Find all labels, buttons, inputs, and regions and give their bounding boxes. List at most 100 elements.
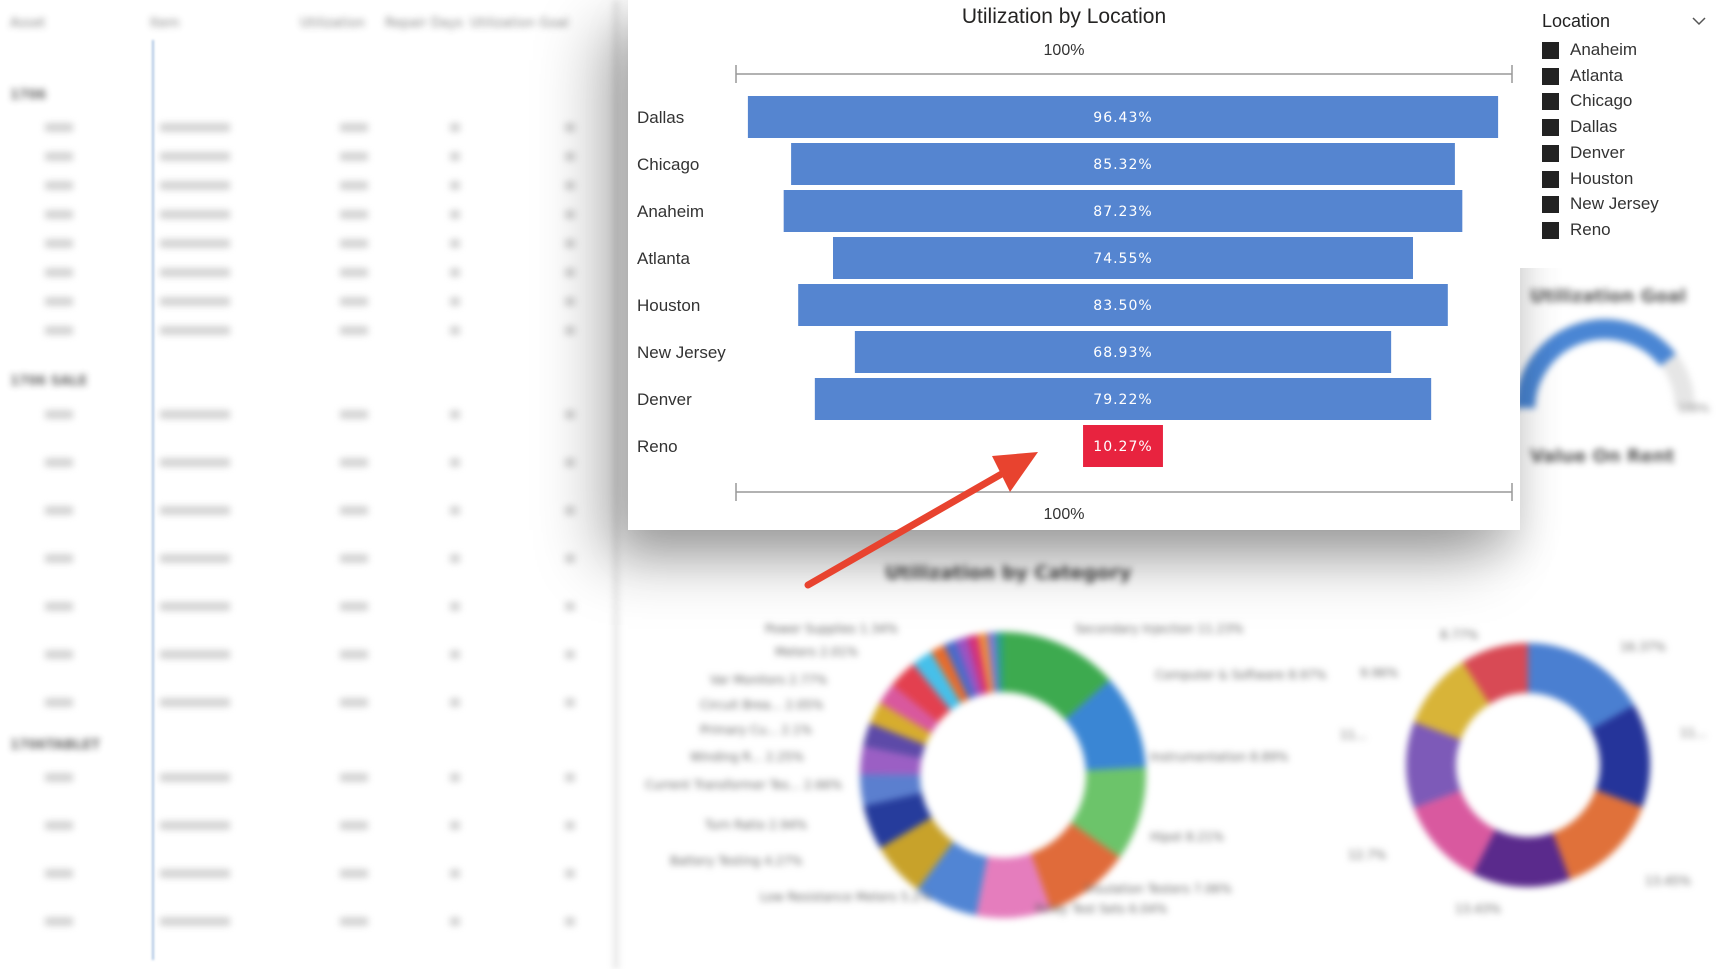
- table-row: [0, 118, 600, 138]
- funnel-bar[interactable]: [798, 284, 1448, 326]
- table-cell: [45, 650, 73, 659]
- table-cell: [450, 152, 460, 161]
- secondary-donut-slice: [1413, 662, 1490, 740]
- secondary-donut-label: 13.43%: [1455, 902, 1501, 916]
- table-cell: [450, 410, 460, 419]
- table-cell: [450, 698, 460, 707]
- table-cell: [160, 917, 230, 926]
- funnel-bar[interactable]: [854, 331, 1392, 373]
- table-cell: [45, 326, 73, 335]
- category-charts: Utilization by Category Power Supplies 1…: [620, 540, 1725, 969]
- table-cell: [340, 297, 368, 306]
- category-donut-slice: [986, 632, 999, 693]
- table-cell: [340, 554, 368, 563]
- legend-swatch: [1542, 196, 1559, 214]
- location-legend[interactable]: Location Anaheim Atlanta Chicago Dallas Denv…: [1520, 0, 1725, 268]
- bar-value-label: 96.43%: [1093, 110, 1152, 126]
- legend-swatch: [1542, 144, 1559, 162]
- category-donut-slice: [930, 644, 969, 704]
- category-slice-label: Insulation Testers 7.06%: [1085, 882, 1232, 896]
- category-slice-label: Relay Test Sets 6.04%: [1035, 902, 1168, 916]
- table-cell: [340, 506, 368, 515]
- category-donut-slice: [892, 663, 951, 723]
- secondary-donut-slice: [1462, 643, 1528, 705]
- table-cell: [160, 554, 230, 563]
- table-row: [0, 205, 600, 225]
- table-cell: [45, 821, 73, 830]
- table-cell: [45, 458, 73, 467]
- secondary-donut-slice: [1472, 829, 1570, 887]
- gauge-max-label: 100%: [1678, 402, 1710, 415]
- table-cell: [565, 821, 575, 830]
- legend-swatch: [1542, 67, 1559, 85]
- table-cell: [340, 869, 368, 878]
- funnel-bar[interactable]: [791, 143, 1455, 185]
- category-donut-slice: [880, 817, 954, 890]
- legend-swatch: [1542, 42, 1559, 59]
- legend-label: Reno: [1570, 219, 1611, 239]
- secondary-donut-slice: [1552, 789, 1643, 880]
- table-cell: [340, 181, 368, 190]
- category-label: Reno: [637, 437, 678, 456]
- table-cell: [565, 152, 575, 161]
- table-cell: [565, 210, 575, 219]
- category-slice-label: Secondary Injection 11.23%: [1075, 622, 1244, 636]
- secondary-donut-label: 12.7%: [1348, 848, 1387, 862]
- table-header-item: Item: [150, 16, 180, 31]
- table-row: [0, 864, 600, 884]
- table-cell: [160, 123, 230, 132]
- table-cell: [160, 181, 230, 190]
- table-group-row: 1706: [10, 88, 47, 103]
- table-row: [0, 597, 600, 617]
- category-donut-slice: [863, 792, 932, 849]
- table-cell: [45, 773, 73, 782]
- secondary-donut-label: 11...: [1680, 726, 1707, 740]
- table-cell: [45, 239, 73, 248]
- table-divider-line: [152, 40, 154, 960]
- table-cell: [160, 326, 230, 335]
- utilization-goal-gauge: Utilization Goal 0% 100% Value On Rent: [1500, 270, 1725, 490]
- category-slice-label: Winding R... 2.25%: [690, 750, 804, 764]
- funnel-bar[interactable]: [783, 190, 1463, 232]
- bar-value-label: 85.32%: [1093, 157, 1152, 173]
- table-cell: [160, 698, 230, 707]
- table-cell: [565, 326, 575, 335]
- table-row: [0, 263, 600, 283]
- category-label: Houston: [637, 296, 700, 315]
- table-cell: [450, 869, 460, 878]
- table-cell: [565, 181, 575, 190]
- table-cell: [340, 123, 368, 132]
- gauge-title: Utilization Goal: [1530, 286, 1687, 307]
- category-donut-slice: [1064, 679, 1146, 771]
- table-cell: [565, 297, 575, 306]
- chevron-down-icon[interactable]: [1692, 14, 1706, 28]
- table-cell: [340, 821, 368, 830]
- table-cell: [160, 821, 230, 830]
- category-donut-slice: [943, 640, 976, 700]
- table-cell: [450, 239, 460, 248]
- funnel-bar[interactable]: [814, 378, 1432, 420]
- table-cell: [160, 210, 230, 219]
- bar-value-label: 83.50%: [1093, 298, 1152, 314]
- table-cell: [45, 123, 73, 132]
- category-slice-label: Low Resistance Meters 5.2%: [760, 890, 932, 904]
- secondary-donut-label: 16.37%: [1620, 640, 1666, 654]
- gauge-arc: [1515, 318, 1695, 409]
- category-donut-slice: [1070, 767, 1146, 858]
- funnel-bar-highlighted[interactable]: [1083, 425, 1163, 467]
- category-slice-label: Turn Ratio 2.94%: [705, 818, 807, 832]
- funnel-bar[interactable]: [747, 96, 1499, 138]
- category-donut-slice: [860, 774, 922, 806]
- table-cell: [340, 458, 368, 467]
- category-donut-slice: [955, 636, 983, 697]
- secondary-donut-slice: [1528, 643, 1635, 730]
- category-donut-slice: [1003, 632, 1110, 720]
- axis-top-line: [735, 65, 1513, 83]
- legend-swatch: [1542, 170, 1559, 188]
- table-cell: [340, 410, 368, 419]
- category-slice-label: Battery Testing 4.27%: [670, 854, 803, 868]
- category-label: Denver: [637, 390, 692, 409]
- table-cell: [565, 773, 575, 782]
- funnel-bar[interactable]: [833, 237, 1413, 279]
